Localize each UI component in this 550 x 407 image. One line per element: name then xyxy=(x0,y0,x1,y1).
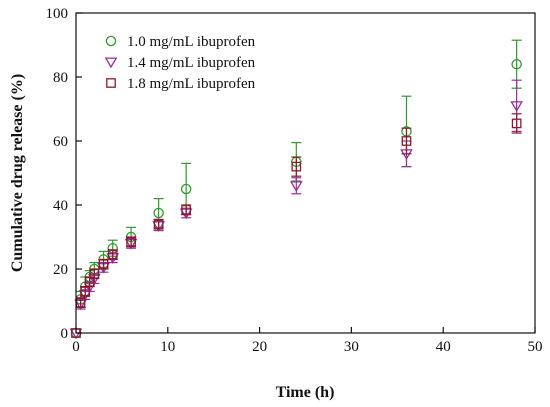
data-point xyxy=(511,58,522,70)
x-tick-label: 50 xyxy=(528,339,543,355)
legend-label: 1.4 mg/mL ibuprofen xyxy=(127,55,256,71)
data-point xyxy=(126,236,136,247)
series-2 xyxy=(69,79,523,340)
plot-area xyxy=(69,39,523,340)
legend-label: 1.8 mg/mL ibuprofen xyxy=(127,76,256,92)
data-point xyxy=(153,219,164,230)
data-point xyxy=(291,161,302,172)
data-point xyxy=(180,183,192,195)
legend-marker xyxy=(105,35,117,47)
x-tick-label: 40 xyxy=(436,339,451,355)
x-tick-label: 20 xyxy=(252,339,267,355)
data-point xyxy=(107,249,118,260)
data-point xyxy=(511,118,522,129)
data-point xyxy=(289,181,303,193)
legend-item: 1.8 mg/mL ibuprofen xyxy=(106,76,256,92)
legend-marker xyxy=(104,57,118,69)
legend-marker xyxy=(106,78,116,88)
y-tick-label: 40 xyxy=(53,198,68,214)
legend: 1.0 mg/mL ibuprofen 1.4 mg/mL ibuprofen 1.… xyxy=(104,34,256,92)
y-tick-label: 80 xyxy=(53,70,68,86)
legend-item: 1.0 mg/mL ibuprofen xyxy=(105,34,256,50)
y-axis-title: Cumulative drug release (%) xyxy=(9,74,26,272)
plot-frame xyxy=(75,12,536,334)
data-point xyxy=(510,101,523,113)
y-tick-label: 20 xyxy=(53,262,68,278)
x-tick-label: 0 xyxy=(72,339,80,355)
y-tick-label: 100 xyxy=(46,6,69,22)
y-tick-label: 0 xyxy=(61,326,69,342)
legend-label: 1.0 mg/mL ibuprofen xyxy=(127,34,256,50)
data-point xyxy=(401,136,412,146)
data-point xyxy=(153,207,164,219)
y-tick-label: 60 xyxy=(53,134,68,150)
x-axis-title: Time (h) xyxy=(276,384,335,401)
legend-item: 1.4 mg/mL ibuprofen xyxy=(104,55,256,71)
data-point xyxy=(89,268,100,279)
axes: 0 10 20 30 40 50 0 20 40 60 80 100 xyxy=(46,6,543,355)
x-tick-label: 10 xyxy=(160,339,175,355)
x-tick-label: 30 xyxy=(344,339,359,355)
data-point xyxy=(98,259,109,270)
data-point xyxy=(181,204,192,215)
